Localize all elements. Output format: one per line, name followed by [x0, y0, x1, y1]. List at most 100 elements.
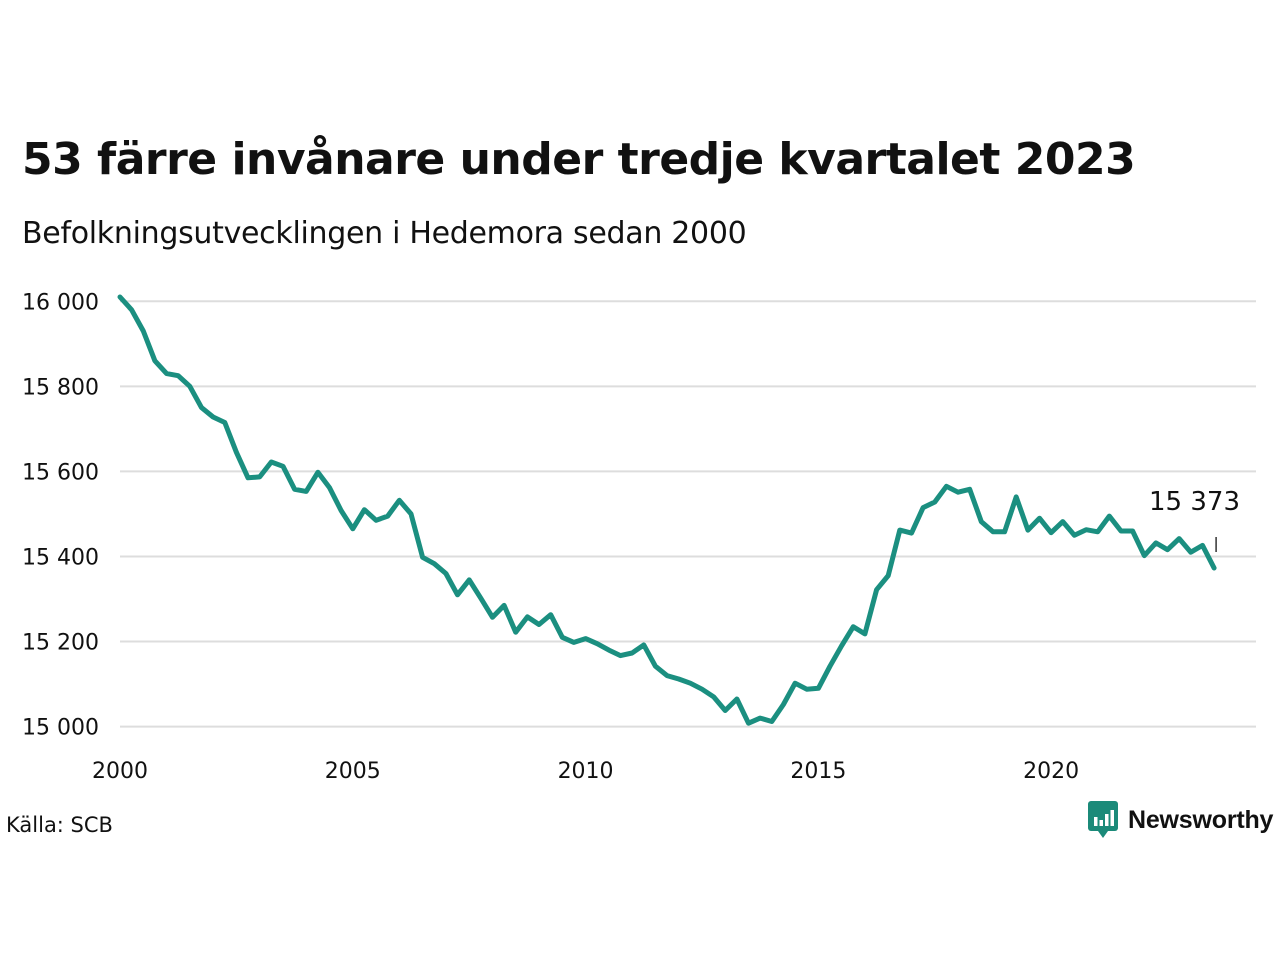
data-point [1212, 566, 1217, 571]
data-point [339, 508, 344, 513]
data-point [851, 624, 856, 629]
data-point [606, 648, 611, 653]
data-point [490, 615, 495, 620]
data-point [641, 642, 646, 647]
data-point [583, 636, 588, 641]
data-point [991, 529, 996, 534]
data-point [688, 681, 693, 686]
data-point [327, 485, 332, 490]
data-point [432, 561, 437, 566]
data-point [385, 514, 390, 519]
data-point [1095, 529, 1100, 534]
data-point [1165, 547, 1170, 552]
data-point [1025, 528, 1030, 533]
source-note: Källa: SCB [6, 813, 113, 837]
data-point [1200, 543, 1205, 548]
data-point [548, 612, 553, 617]
data-point [1084, 527, 1089, 532]
data-point [292, 487, 297, 492]
data-point [828, 664, 833, 669]
x-tick-label: 2000 [92, 759, 148, 784]
x-tick-label: 2020 [1023, 759, 1079, 784]
y-tick-label: 16 000 [22, 290, 99, 315]
data-point [1107, 514, 1112, 519]
x-tick-label: 2015 [790, 759, 846, 784]
gridlines [120, 300, 1256, 728]
data-point [152, 358, 157, 363]
data-point [1142, 553, 1147, 558]
y-tick-label: 15 600 [22, 460, 99, 485]
data-point [921, 505, 926, 510]
data-point [176, 373, 181, 378]
x-tick-label: 2010 [558, 759, 614, 784]
series-group [117, 294, 1217, 726]
data-point [595, 641, 600, 646]
data-point [734, 697, 739, 702]
data-point [478, 596, 483, 601]
data-point [141, 329, 146, 334]
data-point [979, 519, 984, 524]
data-point [211, 415, 216, 420]
y-tick-label: 15 400 [22, 545, 99, 570]
data-point [886, 573, 891, 578]
data-point [630, 651, 635, 656]
y-tick-label: 15 200 [22, 631, 99, 656]
data-point [467, 577, 472, 582]
data-point [281, 464, 286, 469]
data-point [967, 487, 972, 492]
data-point [618, 653, 623, 658]
data-point [1014, 494, 1019, 499]
data-point [874, 587, 879, 592]
data-point [711, 694, 716, 699]
data-point [199, 405, 204, 410]
newsworthy-logo-icon [1088, 801, 1118, 838]
data-point [304, 489, 309, 494]
data-point [187, 384, 192, 389]
line-chart: 15 000 15 200 15 400 15 600 15 800 16 000 200… [22, 290, 1256, 784]
annotation-label: 15 373 [1149, 487, 1240, 517]
data-point [118, 295, 123, 300]
data-point [1119, 529, 1124, 534]
data-point [420, 555, 425, 560]
y-tick-label: 15 000 [22, 716, 99, 741]
x-axis-labels: 2000 2005 2010 2015 2020 [92, 759, 1079, 784]
data-point [525, 614, 530, 619]
data-point [269, 460, 274, 465]
data-point [700, 687, 705, 692]
y-tick-label: 15 800 [22, 375, 99, 400]
y-axis-labels: 15 000 15 200 15 400 15 600 15 800 16 000 [22, 290, 99, 740]
data-point [804, 687, 809, 692]
data-point [129, 307, 134, 312]
data-point [758, 716, 763, 721]
data-point [502, 603, 507, 608]
data-point [374, 518, 379, 523]
data-point [653, 664, 658, 669]
data-point [723, 708, 728, 713]
data-point [1002, 529, 1007, 534]
data-point [1060, 519, 1065, 524]
brand: Newsworthy [1088, 800, 1273, 840]
data-point [746, 721, 751, 726]
data-point [944, 484, 949, 489]
data-point [315, 470, 320, 475]
data-point [537, 622, 542, 627]
chart-subtitle: Befolkningsutvecklingen i Hedemora sedan… [22, 216, 747, 251]
data-point [793, 681, 798, 686]
data-point [816, 686, 821, 691]
data-point [222, 420, 227, 425]
data-point [1049, 530, 1054, 535]
data-point [769, 719, 774, 724]
data-point [409, 511, 414, 516]
data-point [571, 640, 576, 645]
data-point [397, 498, 402, 503]
data-point [1130, 529, 1135, 534]
data-point [909, 531, 914, 536]
data-point [234, 450, 239, 455]
data-point [956, 490, 961, 495]
data-point [1177, 536, 1182, 541]
data-point [1153, 540, 1158, 545]
series-line [117, 294, 1217, 726]
chart-title: 53 färre invånare under tredje kvartalet… [22, 134, 1136, 185]
annotation-group: 15 373 [1149, 487, 1240, 552]
data-point [1188, 550, 1193, 555]
